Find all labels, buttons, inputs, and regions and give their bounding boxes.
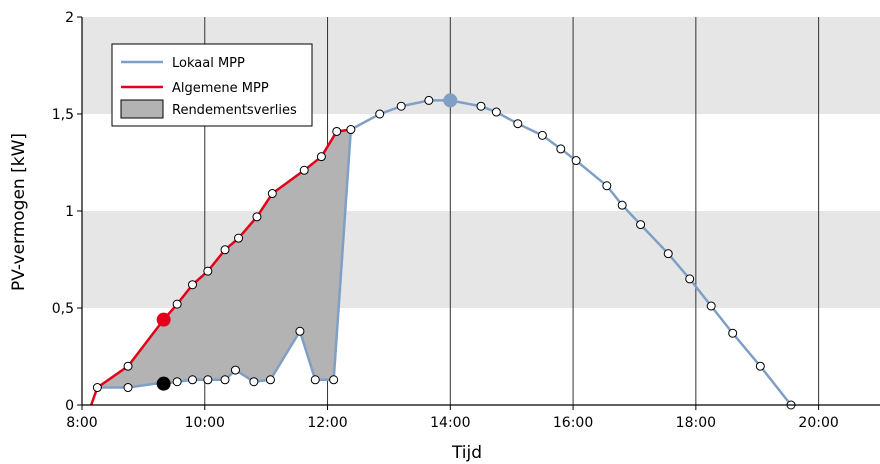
algemene-mpp-point: [299, 165, 309, 175]
lokaal-mpp-point: [491, 107, 501, 117]
lokaal-mpp-point: [295, 326, 305, 336]
legend-box: [111, 43, 313, 127]
lokaal-mpp-point: [375, 109, 385, 119]
series-markers: [92, 93, 796, 410]
lokaal-mpp-point: [513, 119, 523, 129]
algemene-mpp-point: [172, 299, 182, 309]
lokaal-mpp-point: [728, 328, 738, 338]
y-axis-title: PV-vermogen [kW]: [9, 133, 29, 291]
lokaal-mpp-point: [706, 301, 716, 311]
lokaal-mpp-point: [230, 365, 240, 375]
lokaal-mpp-point: [537, 130, 547, 140]
lokaal-mpp-point: [249, 377, 259, 387]
x-axis-title: Tijd: [451, 443, 482, 463]
lokaal-mpp-point: [424, 95, 434, 105]
lokaal-mpp-point: [556, 144, 566, 154]
lokaal-mpp-point: [187, 375, 197, 385]
x-tick-label: 18:00: [676, 415, 716, 431]
lokaal-mpp-point: [755, 361, 765, 371]
band-2: [82, 114, 880, 211]
algemene-mpp-point: [187, 280, 197, 290]
y-tick-label: 0,5: [52, 301, 74, 317]
algemene-mpp-point: [220, 245, 230, 255]
lokaal-mpp-point: [396, 101, 406, 111]
algemene-mpp-point: [252, 212, 262, 222]
lokaal-mpp-point: [636, 220, 646, 230]
lokaal-mpp-point: [329, 375, 339, 385]
algemene-mpp-highlight-point: [156, 312, 171, 327]
y-tick-label: 1,5: [52, 107, 74, 123]
legend-label-lokaal-mpp: Lokaal MPP: [172, 56, 245, 71]
efficiency-loss-area: [97, 129, 351, 388]
algemene-mpp-point: [203, 266, 213, 276]
loss-area-polygon: [97, 129, 351, 388]
algemene-mpp-point: [267, 189, 277, 199]
lokaal-mpp-highlight-point: [443, 93, 458, 108]
lokaal-mpp-point: [617, 200, 627, 210]
lokaal-mpp-point: [571, 156, 581, 166]
lokaal-mpp-point: [203, 375, 213, 385]
y-tick-label: 2: [65, 10, 74, 26]
x-tick-label: 8:00: [66, 415, 97, 431]
lokaal-mpp-point: [602, 181, 612, 191]
tick-labels: 0 0,5 1 1,5 2 8:00 10:00 12:00 14:00 16:00 18:00 20…: [52, 10, 839, 431]
y-tick-label: 0: [65, 398, 74, 414]
x-tick-label: 14:00: [430, 415, 470, 431]
algemene-mpp-point: [123, 361, 133, 371]
legend-label-algemene-mpp: Algemene MPP: [172, 81, 269, 96]
algemene-mpp-point: [346, 125, 356, 135]
legend-swatch-rendementsverlies: [120, 99, 164, 119]
lokaal-mpp-point: [685, 274, 695, 284]
legend-label-rendementsverlies: Rendementsverlies: [172, 103, 297, 118]
x-tick-label: 12:00: [307, 415, 347, 431]
algemene-mpp-point: [316, 152, 326, 162]
x-tick-label: 10:00: [185, 415, 225, 431]
lokaal-mpp-point: [310, 375, 320, 385]
lokaal-mpp-point: [92, 383, 102, 393]
lokaal-mpp-point: [123, 383, 133, 393]
algemene-mpp-point: [332, 126, 342, 136]
axes: [77, 16, 880, 410]
x-tick-label: 20:00: [798, 415, 838, 431]
legend: Lokaal MPP Algemene MPP Rendementsverlie…: [111, 43, 313, 127]
lokaal-mpp-point: [220, 375, 230, 385]
lokaal-mpp-point: [476, 101, 486, 111]
operating-point-marker: [156, 376, 171, 391]
lokaal-mpp-point: [265, 375, 275, 385]
y-tick-label: 1: [65, 204, 74, 220]
lokaal-mpp-point: [663, 249, 673, 259]
lokaal-mpp-point: [172, 377, 182, 387]
x-tick-label: 16:00: [553, 415, 593, 431]
algemene-mpp-point: [234, 233, 244, 243]
